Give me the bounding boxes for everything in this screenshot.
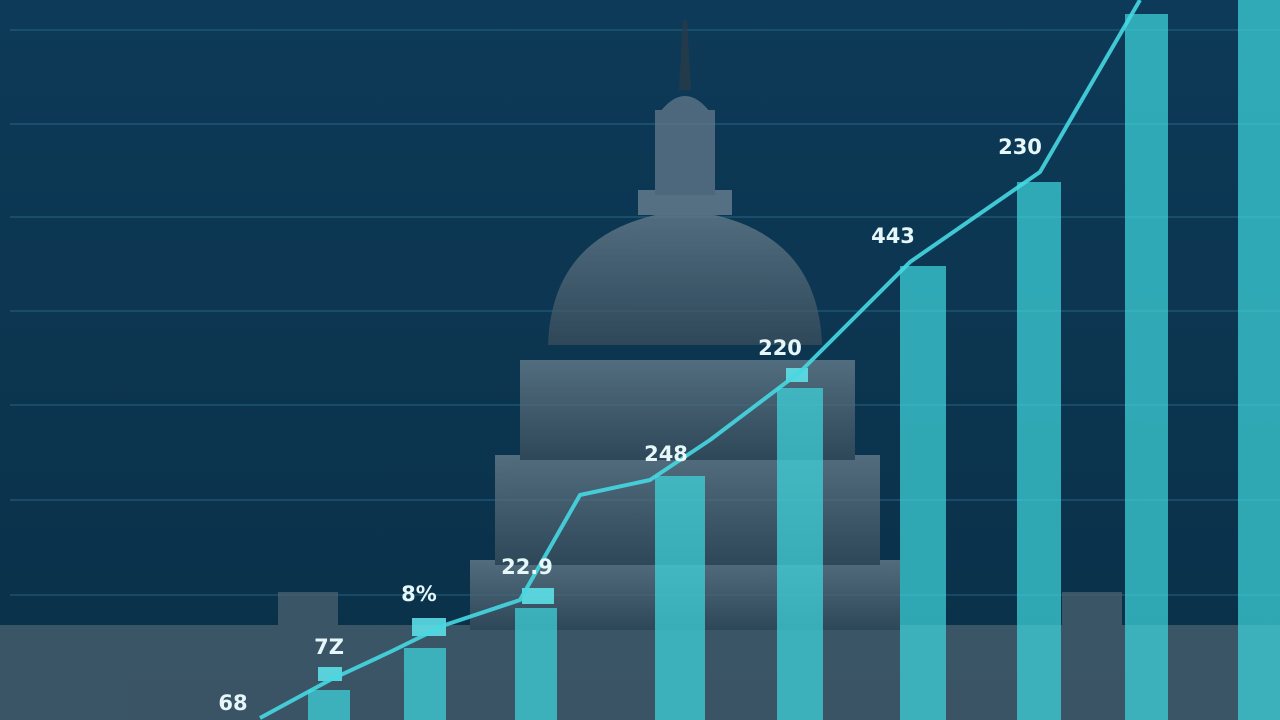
bar — [404, 648, 446, 720]
bar — [900, 266, 946, 720]
value-label: 248 — [644, 442, 688, 466]
value-label: 22.9 — [501, 555, 553, 579]
statue — [679, 20, 691, 90]
bar — [515, 608, 557, 720]
capitol — [0, 20, 1280, 720]
bars — [308, 0, 1280, 720]
value-label: 230 — [998, 135, 1042, 159]
value-label: 8% — [401, 582, 437, 606]
bar — [777, 388, 823, 720]
bar — [1238, 0, 1280, 720]
lantern-top — [660, 96, 710, 112]
bar — [655, 476, 705, 720]
value-label: 68 — [218, 691, 247, 715]
cornice — [140, 635, 1140, 655]
bar-cap — [412, 618, 446, 636]
value-label: 7Z — [314, 635, 344, 659]
value-labels: 68 7Z 8% 22.9 248 220 443 230 — [218, 135, 1042, 715]
value-label: 443 — [871, 224, 915, 248]
value-label: 220 — [758, 336, 802, 360]
lantern — [655, 110, 715, 195]
bar-cap — [522, 588, 554, 604]
dome — [548, 210, 822, 345]
side-cupola — [278, 592, 338, 627]
bar — [308, 690, 350, 720]
bar — [1125, 14, 1168, 720]
side-cupola — [1062, 592, 1122, 627]
trend-line — [259, 0, 1142, 720]
bar — [1017, 182, 1061, 720]
